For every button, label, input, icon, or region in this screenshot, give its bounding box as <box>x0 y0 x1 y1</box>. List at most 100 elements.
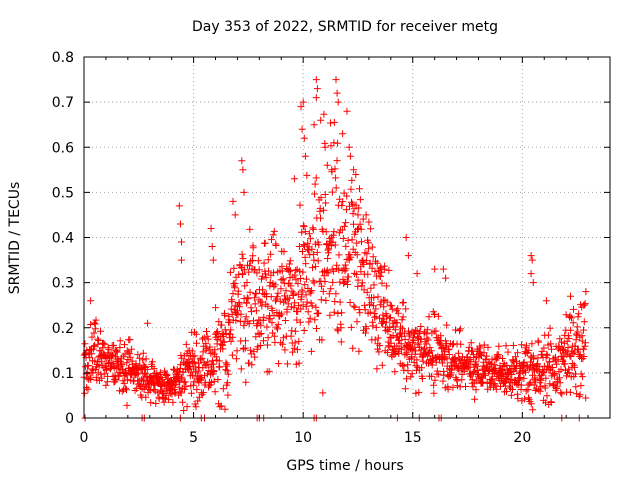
data-point <box>412 389 420 397</box>
data-point <box>537 383 545 391</box>
data-point <box>292 266 300 274</box>
data-point <box>573 323 581 331</box>
data-point <box>277 285 285 293</box>
data-point <box>108 359 116 367</box>
data-point <box>181 378 189 386</box>
data-point <box>311 316 319 324</box>
data-point <box>234 287 242 295</box>
data-point <box>217 402 225 410</box>
data-point <box>373 365 381 373</box>
data-point <box>182 340 190 348</box>
data-point <box>362 211 370 219</box>
data-point <box>433 367 441 375</box>
data-point <box>454 349 462 357</box>
data-point <box>180 407 188 414</box>
y-tick-label: 0.5 <box>52 185 74 201</box>
data-point <box>337 324 345 332</box>
data-point <box>335 251 343 259</box>
data-point <box>260 337 267 345</box>
data-point <box>474 367 482 374</box>
x-tick-label: 15 <box>404 430 422 446</box>
data-point <box>119 365 127 373</box>
data-point <box>417 335 425 343</box>
data-point <box>213 329 220 337</box>
data-point <box>256 342 264 349</box>
data-point <box>365 245 373 253</box>
data-point <box>162 370 170 378</box>
data-point <box>565 369 573 377</box>
data-point <box>451 354 459 362</box>
data-point <box>394 309 402 317</box>
data-point <box>199 389 207 397</box>
data-point <box>279 275 287 283</box>
data-point <box>309 264 316 272</box>
data-point <box>557 365 565 373</box>
data-point <box>165 396 173 404</box>
data-point <box>301 281 309 289</box>
data-point <box>561 360 569 368</box>
data-point <box>223 360 231 368</box>
data-point <box>312 303 320 311</box>
data-point <box>270 283 278 291</box>
data-point <box>582 288 590 296</box>
data-point <box>376 314 383 322</box>
data-point <box>317 214 324 222</box>
data-point <box>249 252 257 260</box>
data-point <box>377 272 385 280</box>
data-point <box>484 343 492 351</box>
data-point <box>242 313 250 321</box>
data-point <box>515 370 523 378</box>
data-point <box>378 279 386 287</box>
data-point <box>390 323 398 331</box>
data-point <box>494 354 502 362</box>
data-point <box>346 299 354 306</box>
data-point <box>344 273 352 281</box>
data-point <box>300 223 308 231</box>
data-point <box>163 371 171 379</box>
data-point <box>147 399 155 407</box>
data-point <box>299 248 306 255</box>
data-point <box>146 386 154 394</box>
data-point <box>222 366 230 374</box>
data-point <box>229 290 237 298</box>
data-points <box>80 76 590 422</box>
data-point <box>280 248 288 256</box>
data-point <box>322 199 330 207</box>
data-point <box>421 345 428 353</box>
data-point <box>442 274 450 282</box>
data-point <box>319 287 327 295</box>
data-point <box>193 386 201 394</box>
data-point <box>237 365 245 373</box>
data-point <box>531 374 539 382</box>
data-point <box>575 310 583 318</box>
data-point <box>333 89 341 97</box>
data-point <box>246 288 254 296</box>
data-point <box>446 372 454 380</box>
data-point <box>327 119 334 127</box>
data-point <box>521 367 529 374</box>
data-point <box>342 265 350 273</box>
data-point <box>407 373 415 381</box>
data-point <box>356 309 364 317</box>
data-point <box>364 270 372 278</box>
data-point <box>283 305 291 313</box>
data-point <box>240 266 248 274</box>
data-point <box>251 300 259 308</box>
data-point <box>144 319 152 327</box>
data-point <box>465 343 473 351</box>
data-point <box>469 369 477 376</box>
data-point <box>134 369 142 377</box>
data-point <box>209 357 216 365</box>
data-point <box>499 363 507 370</box>
data-point <box>310 279 318 287</box>
data-point <box>243 279 251 286</box>
data-point <box>297 293 305 301</box>
data-point <box>575 392 583 400</box>
data-point <box>438 359 446 367</box>
data-point <box>203 332 211 340</box>
data-point <box>539 369 547 377</box>
data-point <box>427 347 435 355</box>
data-point <box>327 142 335 150</box>
data-point <box>242 337 249 345</box>
data-point <box>190 358 198 366</box>
